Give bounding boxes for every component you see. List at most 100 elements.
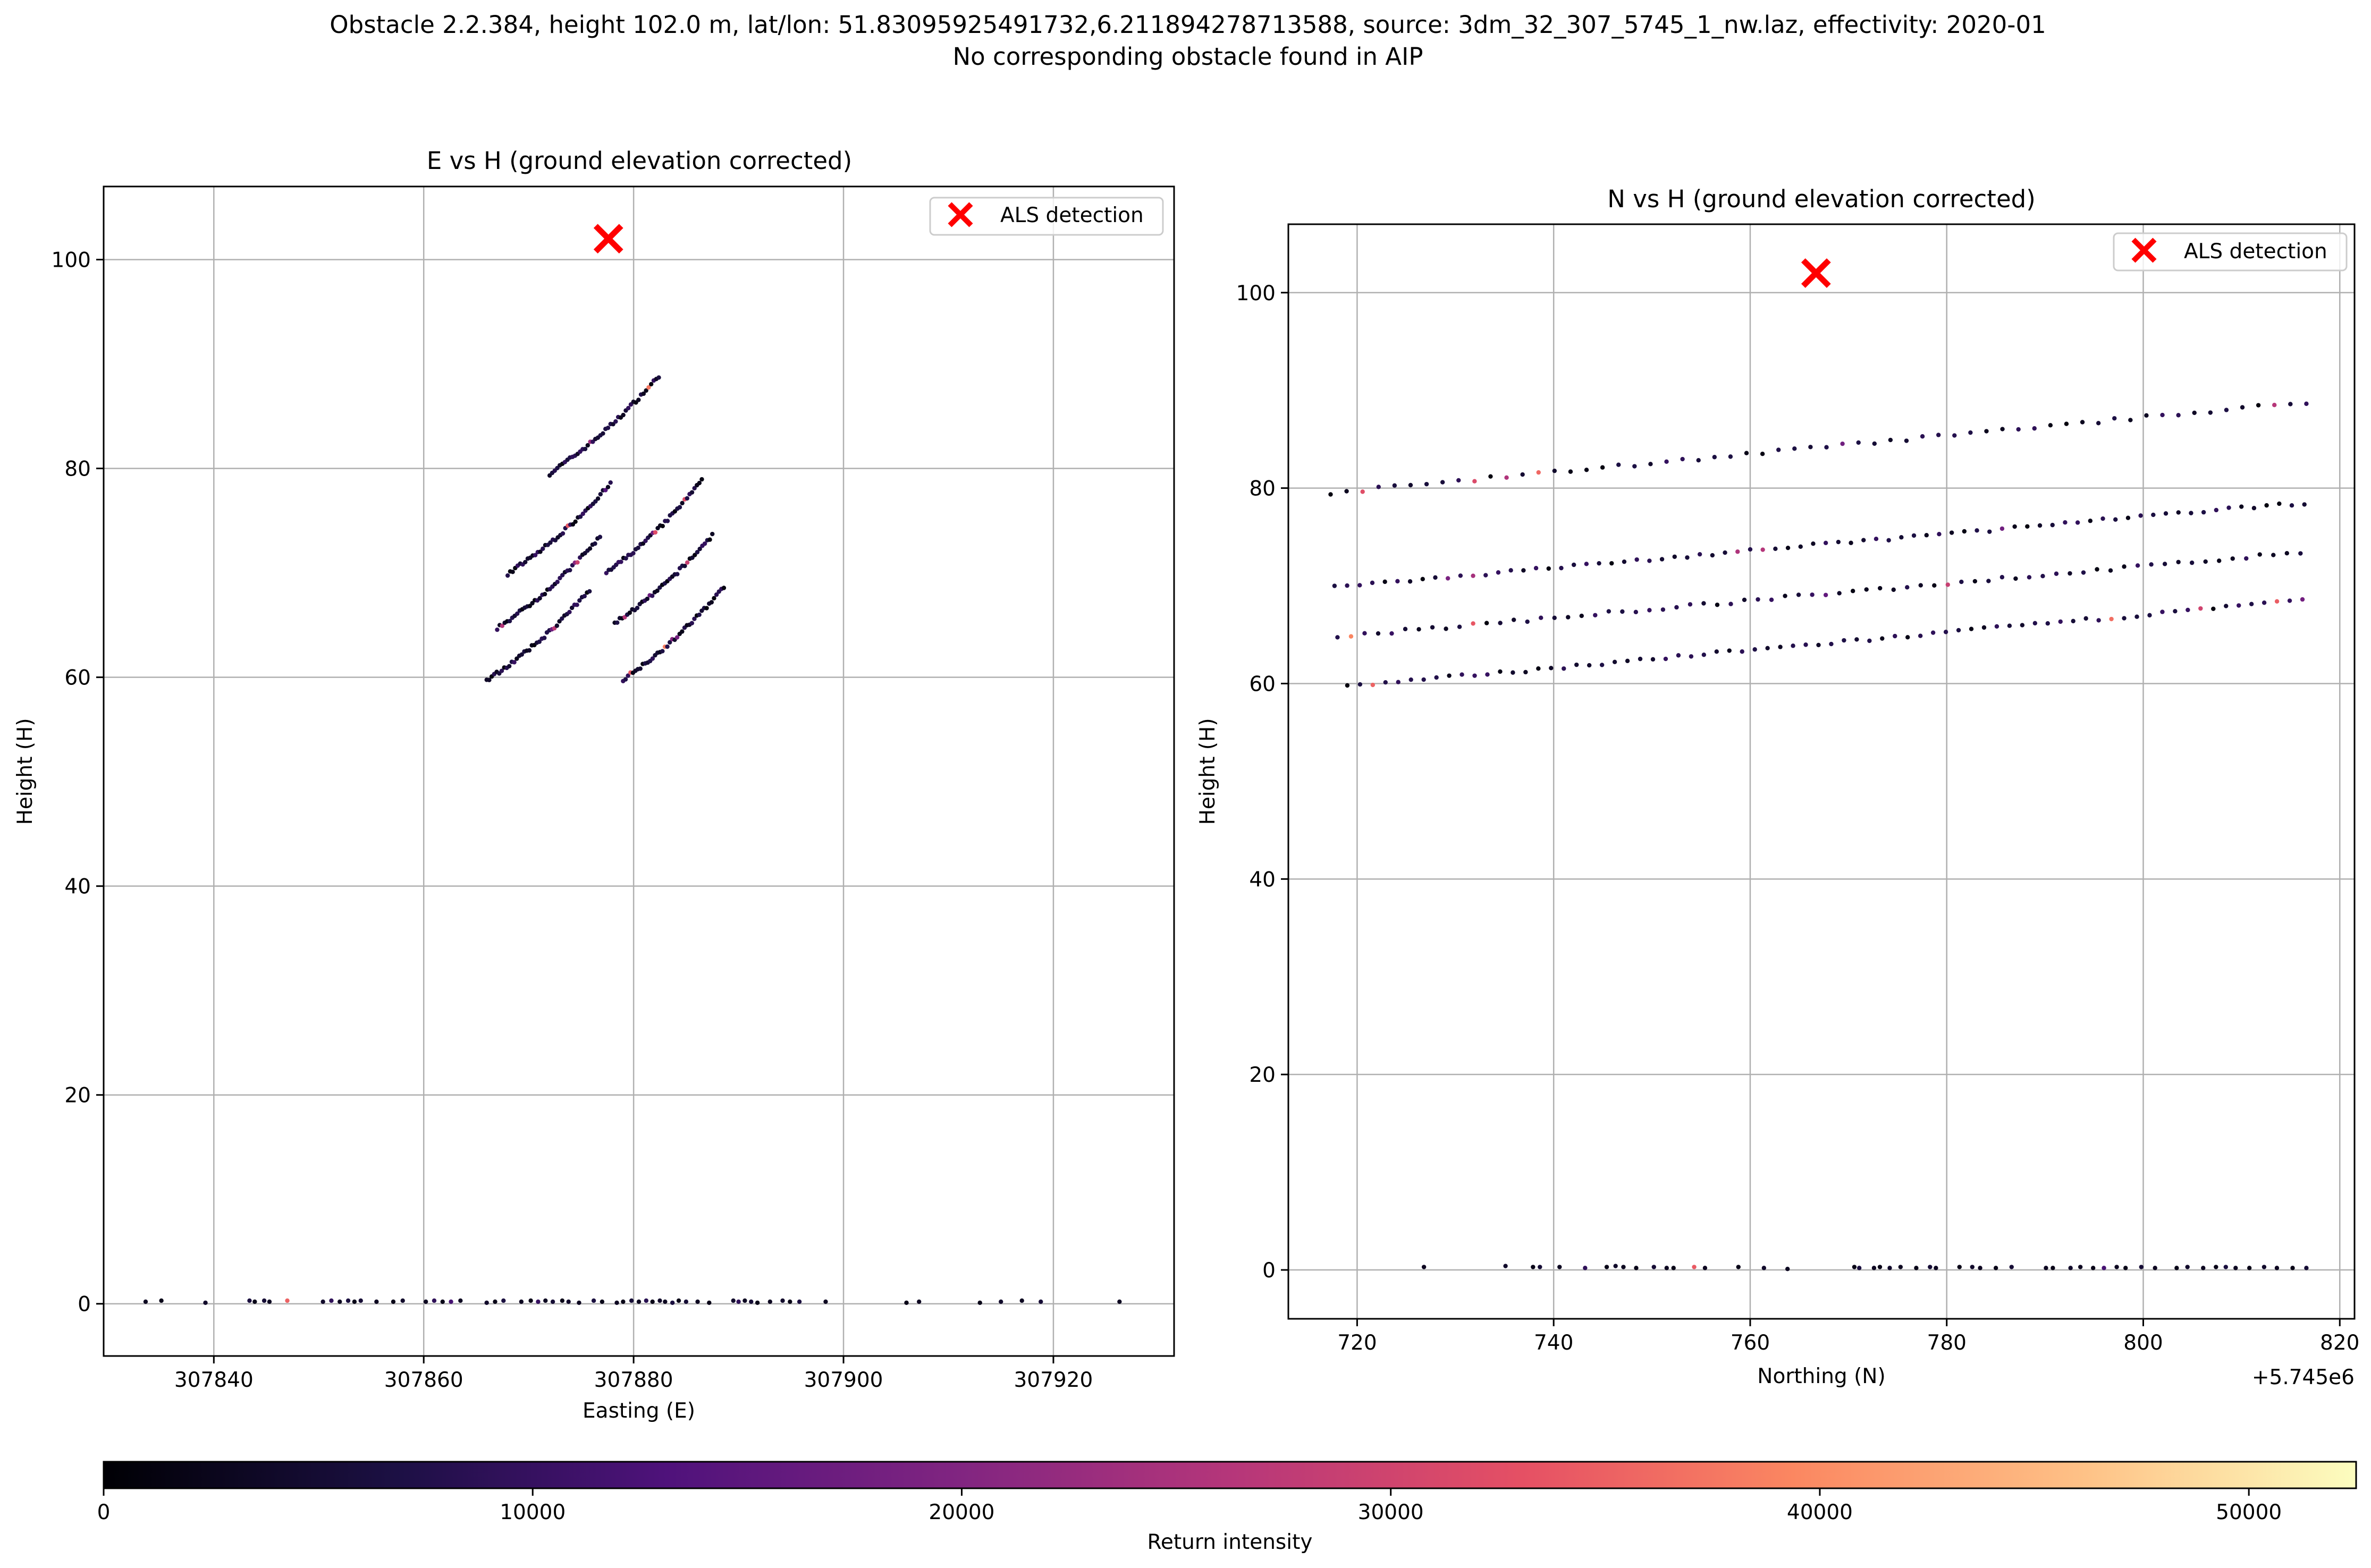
tower-point — [2068, 571, 2072, 576]
tower-point — [1760, 452, 1765, 456]
tower-point — [587, 546, 593, 551]
ground-point — [550, 1299, 555, 1304]
tower-point — [2160, 412, 2165, 418]
tower-point — [1408, 482, 1413, 488]
colorbar-tick-label: 50000 — [2216, 1501, 2282, 1524]
x-tick-label: 820 — [2320, 1331, 2359, 1355]
tower-point — [1647, 558, 1652, 563]
ground-point — [1761, 1266, 1767, 1270]
tower-point — [2277, 501, 2282, 506]
ground-point — [536, 1299, 541, 1304]
tower-point — [1798, 544, 1803, 549]
ground-point — [1671, 1266, 1676, 1270]
tower-point — [2237, 603, 2241, 608]
tower-point — [1593, 613, 1598, 617]
tower-point — [1811, 541, 1816, 546]
tower-point — [1584, 468, 1589, 472]
ground-point — [2139, 1265, 2144, 1269]
tower-point — [595, 496, 601, 501]
x-tick-label: 760 — [1731, 1331, 1770, 1355]
ground-point — [1538, 1265, 1542, 1269]
tower-point — [1994, 624, 1999, 629]
tower-point — [1579, 613, 1584, 618]
ground-point — [591, 1298, 596, 1303]
ground-point — [916, 1299, 922, 1304]
tower-point — [699, 477, 704, 482]
tower-point — [1920, 434, 1925, 439]
tower-point — [2240, 405, 2245, 410]
ground-point — [977, 1300, 982, 1305]
tower-point — [2108, 568, 2113, 573]
tower-point — [650, 594, 655, 598]
tower-point — [1867, 638, 1872, 643]
tower-point — [1546, 566, 1551, 571]
ground-point — [1604, 1265, 1609, 1269]
tower-point — [523, 560, 528, 565]
ground-point — [400, 1298, 405, 1303]
tower-point — [2100, 516, 2105, 521]
chart-left-title: E vs H (ground elevation corrected) — [427, 147, 852, 175]
tower-point — [495, 627, 500, 632]
tower-point — [2214, 507, 2219, 513]
tower-point — [2192, 410, 2197, 416]
tower-point — [1680, 456, 1685, 462]
tower-point — [2284, 551, 2289, 556]
chart-right-y-ticks: 0 20 40 60 80 100 — [1236, 282, 1288, 1283]
chart-right-detection-marker — [1801, 258, 1831, 288]
tower-point — [1893, 633, 1897, 639]
tower-point — [1552, 615, 1557, 620]
tower-point — [692, 486, 697, 490]
ground-point — [267, 1299, 272, 1304]
y-tick-label: 100 — [1236, 282, 1276, 306]
tower-point — [660, 523, 665, 529]
tower-point — [1962, 529, 1967, 534]
tower-point — [575, 603, 579, 607]
tower-point — [697, 480, 702, 486]
tower-point — [2173, 609, 2178, 614]
tower-point — [1824, 445, 1829, 450]
tower-point — [1444, 626, 1448, 631]
tower-point — [2149, 562, 2154, 567]
tower-point — [2274, 599, 2280, 604]
tower-point — [2256, 403, 2261, 408]
ground-point — [621, 1299, 626, 1304]
ground-point — [1583, 1266, 1588, 1270]
tower-point — [1765, 646, 1770, 650]
tower-point — [1856, 440, 1861, 445]
tower-point — [1485, 672, 1490, 677]
tower-point — [689, 621, 695, 625]
tower-point — [560, 573, 565, 578]
tower-point — [2264, 503, 2269, 508]
tower-point — [1769, 597, 1774, 602]
figure-suptitle-line1: Obstacle 2.2.384, height 102.0 m, lat/lo… — [330, 11, 2046, 39]
tower-point — [542, 591, 547, 597]
chart-left-detection-marker — [593, 224, 623, 254]
colorbar-tick-label: 0 — [97, 1501, 111, 1524]
tower-point — [1616, 462, 1621, 467]
tower-point — [1433, 575, 1438, 580]
ground-point — [2247, 1266, 2252, 1270]
ground-point — [1928, 1265, 1933, 1269]
tower-point — [1562, 666, 1566, 671]
tower-point — [1496, 570, 1501, 575]
tower-point — [635, 606, 640, 611]
tower-point — [2071, 618, 2075, 624]
tower-point — [1689, 654, 1694, 659]
tower-point — [597, 535, 603, 539]
tower-point — [542, 635, 547, 640]
tower-point — [1663, 656, 1668, 662]
tower-point — [2249, 601, 2254, 607]
tower-point — [1981, 625, 1987, 630]
ground-point — [1613, 1264, 1618, 1268]
ground-point — [261, 1298, 267, 1303]
ground-point — [2068, 1266, 2073, 1270]
chart-left-legend-label: ALS detection — [1000, 204, 1144, 227]
tower-point — [619, 560, 623, 564]
ground-point — [2290, 1266, 2295, 1270]
tower-point — [538, 549, 543, 554]
tower-point — [567, 609, 572, 615]
tower-point — [1520, 472, 1525, 477]
tower-point — [1937, 532, 1942, 537]
tower-point — [1659, 557, 1665, 562]
